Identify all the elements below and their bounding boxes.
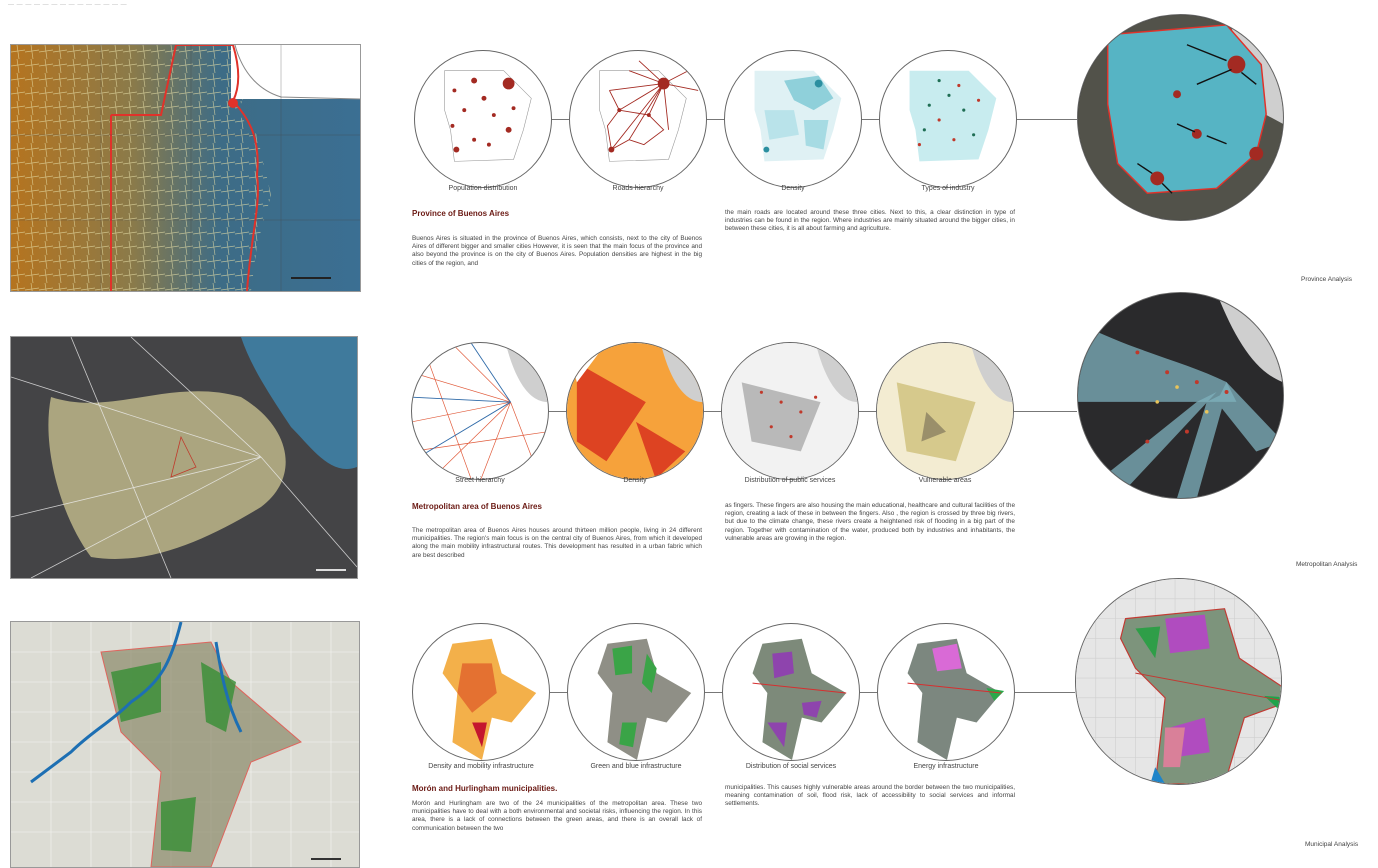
caption: Vulnerable areas: [918, 477, 972, 484]
street-hierarchy-map: [411, 342, 549, 480]
province-analysis-map: [1077, 14, 1284, 221]
paragraph: Morón and Hurlingham are two of the 24 m…: [412, 800, 702, 832]
caption: Roads hierarchy: [612, 185, 664, 192]
caption: Energy infrastructure: [913, 763, 979, 770]
caption: Density: [623, 477, 647, 484]
paragraph: municipalities. This causes highly vulne…: [725, 784, 1015, 808]
caption: Population distribution: [448, 185, 518, 192]
roads-hierarchy-map: [569, 50, 707, 188]
population-distribution-map: [414, 50, 552, 188]
section-heading-province: Province of Buenos Aires: [412, 209, 510, 218]
density-mobility-map: [412, 623, 550, 761]
caption: Types of industry: [921, 185, 975, 192]
paragraph: as fingers. These fingers are also housi…: [725, 502, 1015, 542]
connector-line: [859, 411, 876, 412]
analysis-label: Province Analysis: [1301, 276, 1352, 283]
paragraph: Buenos Aires is situated in the province…: [412, 235, 702, 267]
density-map: [724, 50, 862, 188]
vulnerable-areas-map: [876, 342, 1014, 480]
section-heading-municipalities: Morón and Hurlingham municipalities.: [412, 784, 558, 793]
public-services-map: [721, 342, 859, 480]
connector-line: [1017, 119, 1077, 120]
connector-line: [1015, 692, 1075, 693]
caption: Street hierarchy: [455, 477, 505, 484]
scale-bar-icon: [291, 277, 331, 279]
energy-infrastructure-map: [877, 623, 1015, 761]
province-map: [10, 44, 361, 292]
paragraph: the main roads are located around these …: [725, 209, 1015, 233]
social-services-map: [722, 623, 860, 761]
connector-line: [1014, 411, 1077, 412]
caption: Density: [781, 185, 805, 192]
section-heading-metropolitan: Metropolitan area of Buenos Aires: [412, 502, 542, 511]
paragraph: The metropolitan area of Buenos Aires ho…: [412, 527, 702, 559]
caption: Density and mobility infrastructure: [428, 763, 534, 770]
analysis-label: Metropolitan Analysis: [1296, 561, 1358, 568]
connector-line: [550, 692, 567, 693]
connector-line: [705, 692, 722, 693]
connector-line: [862, 119, 879, 120]
caption: Green and blue infrastructure: [590, 763, 682, 770]
municipal-analysis-map: [1075, 578, 1282, 785]
connector-line: [549, 411, 566, 412]
faded-header-text: — — — — — — — — — — — — — —: [8, 2, 128, 8]
types-of-industry-map: [879, 50, 1017, 188]
connector-line: [860, 692, 877, 693]
metropolitan-analysis-map: [1077, 292, 1284, 499]
connector-line: [704, 411, 721, 412]
green-blue-infrastructure-map: [567, 623, 705, 761]
connector-line: [707, 119, 724, 120]
metropolitan-map: [10, 336, 358, 579]
analysis-label: Municipal Analysis: [1305, 841, 1359, 848]
metropolitan-density-map: [566, 342, 704, 480]
connector-line: [552, 119, 569, 120]
caption: Distribution of public services: [744, 477, 836, 484]
caption: Distribution of social services: [745, 763, 837, 770]
municipalities-map: [10, 621, 360, 868]
